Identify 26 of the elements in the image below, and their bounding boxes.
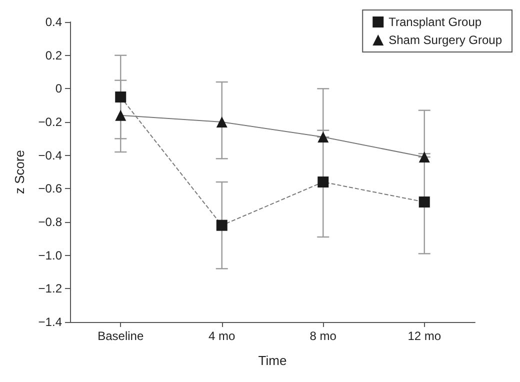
y-tick-label: −1.2	[38, 282, 62, 296]
x-axis-title: Time	[258, 353, 287, 368]
point	[216, 116, 228, 128]
y-tick-label: −0.6	[38, 182, 62, 196]
point	[418, 152, 430, 162]
y-tick-label: −0.8	[38, 215, 62, 229]
legend-label: Sham Surgery Group	[388, 33, 502, 47]
x-tick-label: 8 mo	[310, 329, 337, 343]
point	[318, 176, 329, 188]
point	[115, 110, 126, 121]
y-tick-label: −1.4	[38, 315, 62, 329]
point	[418, 196, 430, 208]
y-tick-label: −0.4	[38, 148, 62, 162]
point	[115, 92, 126, 102]
y-axis-title: z Score	[12, 150, 27, 194]
point	[318, 132, 329, 142]
point	[216, 220, 228, 231]
legend-label: Transplant Group	[388, 15, 482, 29]
x-tick-label: 4 mo	[208, 329, 236, 343]
x-tick-label: 12 mo	[408, 329, 442, 343]
y-tick-label: 0.4	[45, 15, 62, 29]
x-tick-label: Baseline	[98, 329, 144, 343]
y-tick-label: 0.2	[45, 48, 62, 62]
y-tick-label: 0	[55, 82, 62, 96]
y-tick-label: −0.2	[38, 115, 62, 129]
y-tick-label: −1.0	[38, 248, 62, 262]
